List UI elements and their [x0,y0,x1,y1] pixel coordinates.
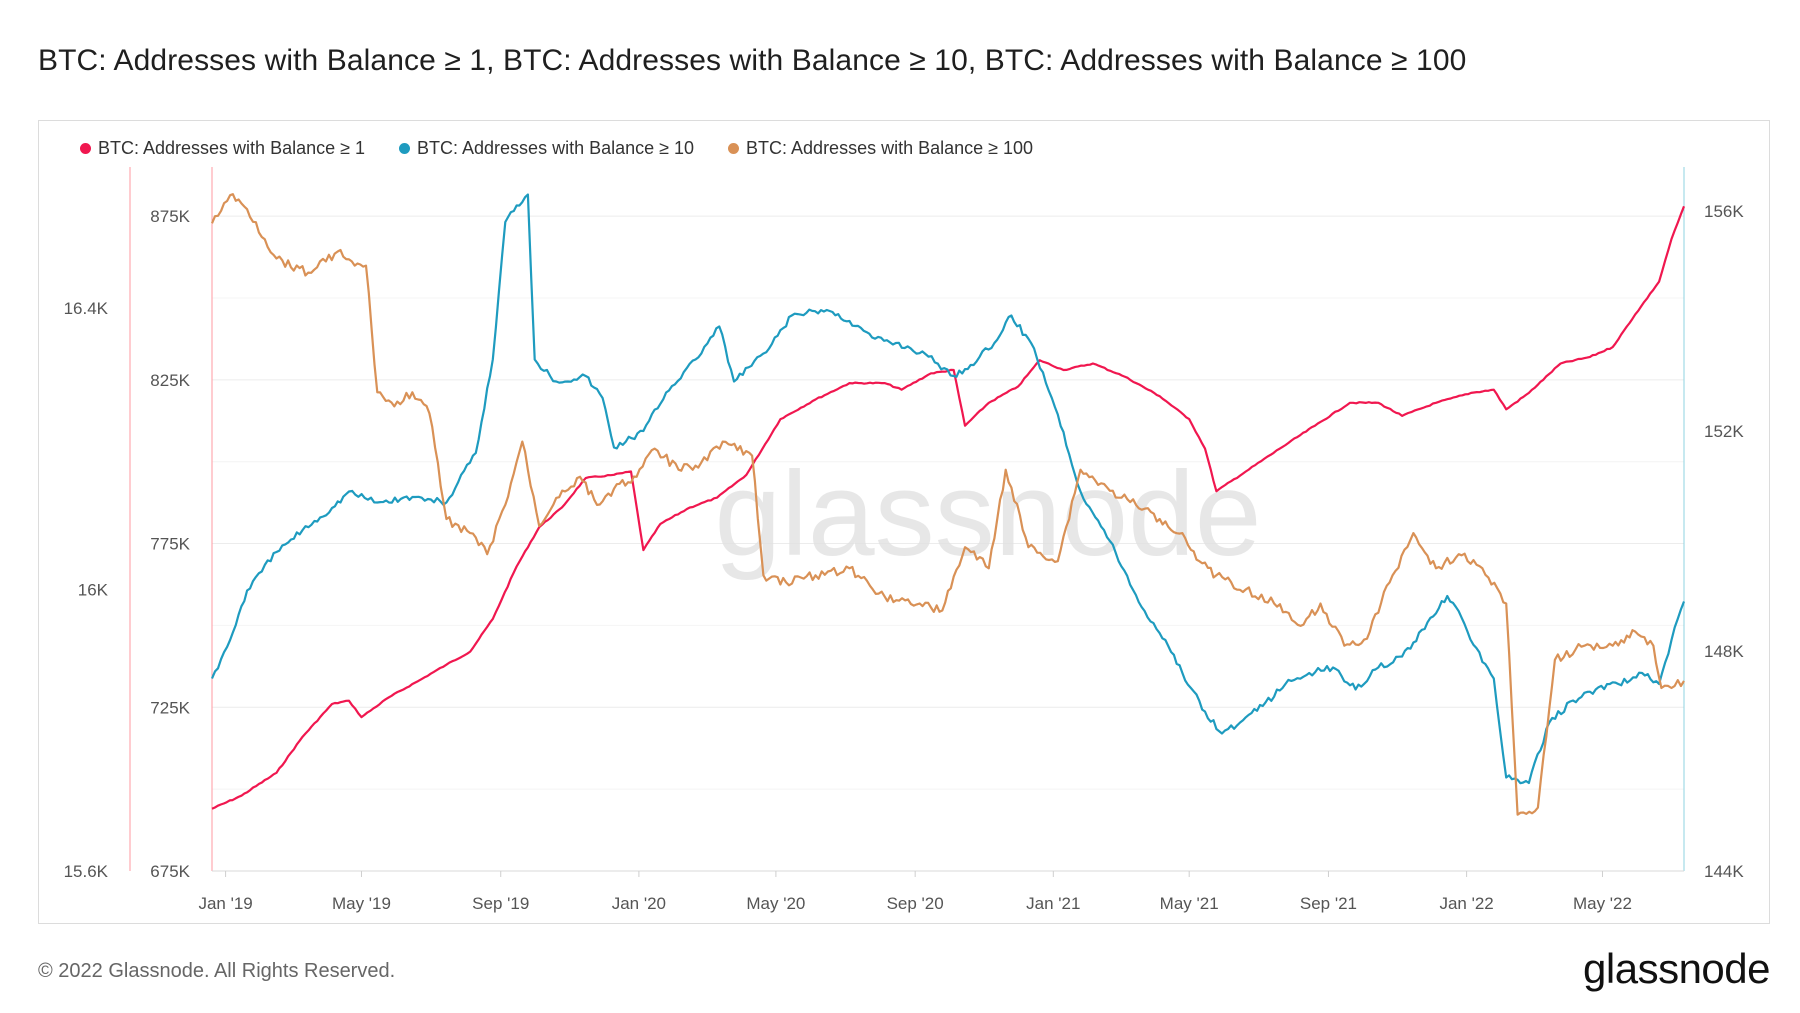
x-tick-label: May '20 [746,894,805,913]
y-tick-label-right: 152K [1704,422,1744,441]
x-tick-label: Sep '21 [1300,894,1357,913]
legend-item-balance-1[interactable]: BTC: Addresses with Balance ≥ 1 [80,138,365,159]
x-tick-label: May '21 [1160,894,1219,913]
y-tick-label-left-inner: 725K [150,698,190,717]
x-tick-label: Sep '20 [887,894,944,913]
x-tick-label: May '22 [1573,894,1632,913]
y-tick-label-left-outer: 15.6K [64,862,109,881]
x-tick-label: Sep '19 [472,894,529,913]
legend-item-balance-100[interactable]: BTC: Addresses with Balance ≥ 100 [728,138,1033,159]
x-tick-label: Jan '20 [612,894,666,913]
legend-label-balance-100: BTC: Addresses with Balance ≥ 100 [746,138,1034,158]
y-tick-label-right: 148K [1704,642,1744,661]
legend-item-balance-10[interactable]: BTC: Addresses with Balance ≥ 10 [399,138,694,159]
legend-dot-balance-1 [80,143,91,154]
glassnode-logo: glassnode [1583,945,1770,992]
x-tick-label: Jan '19 [198,894,252,913]
y-tick-label-right: 156K [1704,202,1744,221]
series-line-balance-100 [210,193,1685,816]
chart-frame [38,120,1770,924]
y-tick-label-right: 144K [1704,862,1744,881]
legend: BTC: Addresses with Balance ≥ 1 BTC: Add… [80,138,1033,159]
chart-title: BTC: Addresses with Balance ≥ 1, BTC: Ad… [38,44,1467,77]
y-tick-label-left-inner: 825K [150,371,190,390]
legend-dot-balance-100 [728,143,740,154]
series-line-balance-10 [210,193,1686,785]
legend-label-balance-10: BTC: Addresses with Balance ≥ 10 [417,138,695,158]
x-tick-label: May '19 [332,894,391,913]
y-tick-label-left-outer: 16K [78,580,109,599]
y-tick-label-left-outer: 16.4K [64,299,109,318]
y-tick-label-left-inner: 675K [150,862,190,881]
y-tick-label-left-inner: 775K [150,535,190,554]
watermark: glassnode [714,447,1261,581]
legend-label-balance-1: BTC: Addresses with Balance ≥ 1 [98,138,366,158]
copyright-footer: © 2022 Glassnode. All Rights Reserved. [38,960,396,982]
legend-dot-balance-10 [399,143,411,154]
x-tick-label: Jan '22 [1439,894,1493,913]
y-tick-label-left-inner: 875K [150,207,190,226]
x-tick-label: Jan '21 [1026,894,1080,913]
